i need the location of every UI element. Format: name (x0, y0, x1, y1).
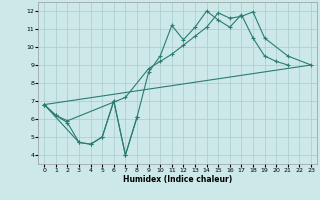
X-axis label: Humidex (Indice chaleur): Humidex (Indice chaleur) (123, 175, 232, 184)
